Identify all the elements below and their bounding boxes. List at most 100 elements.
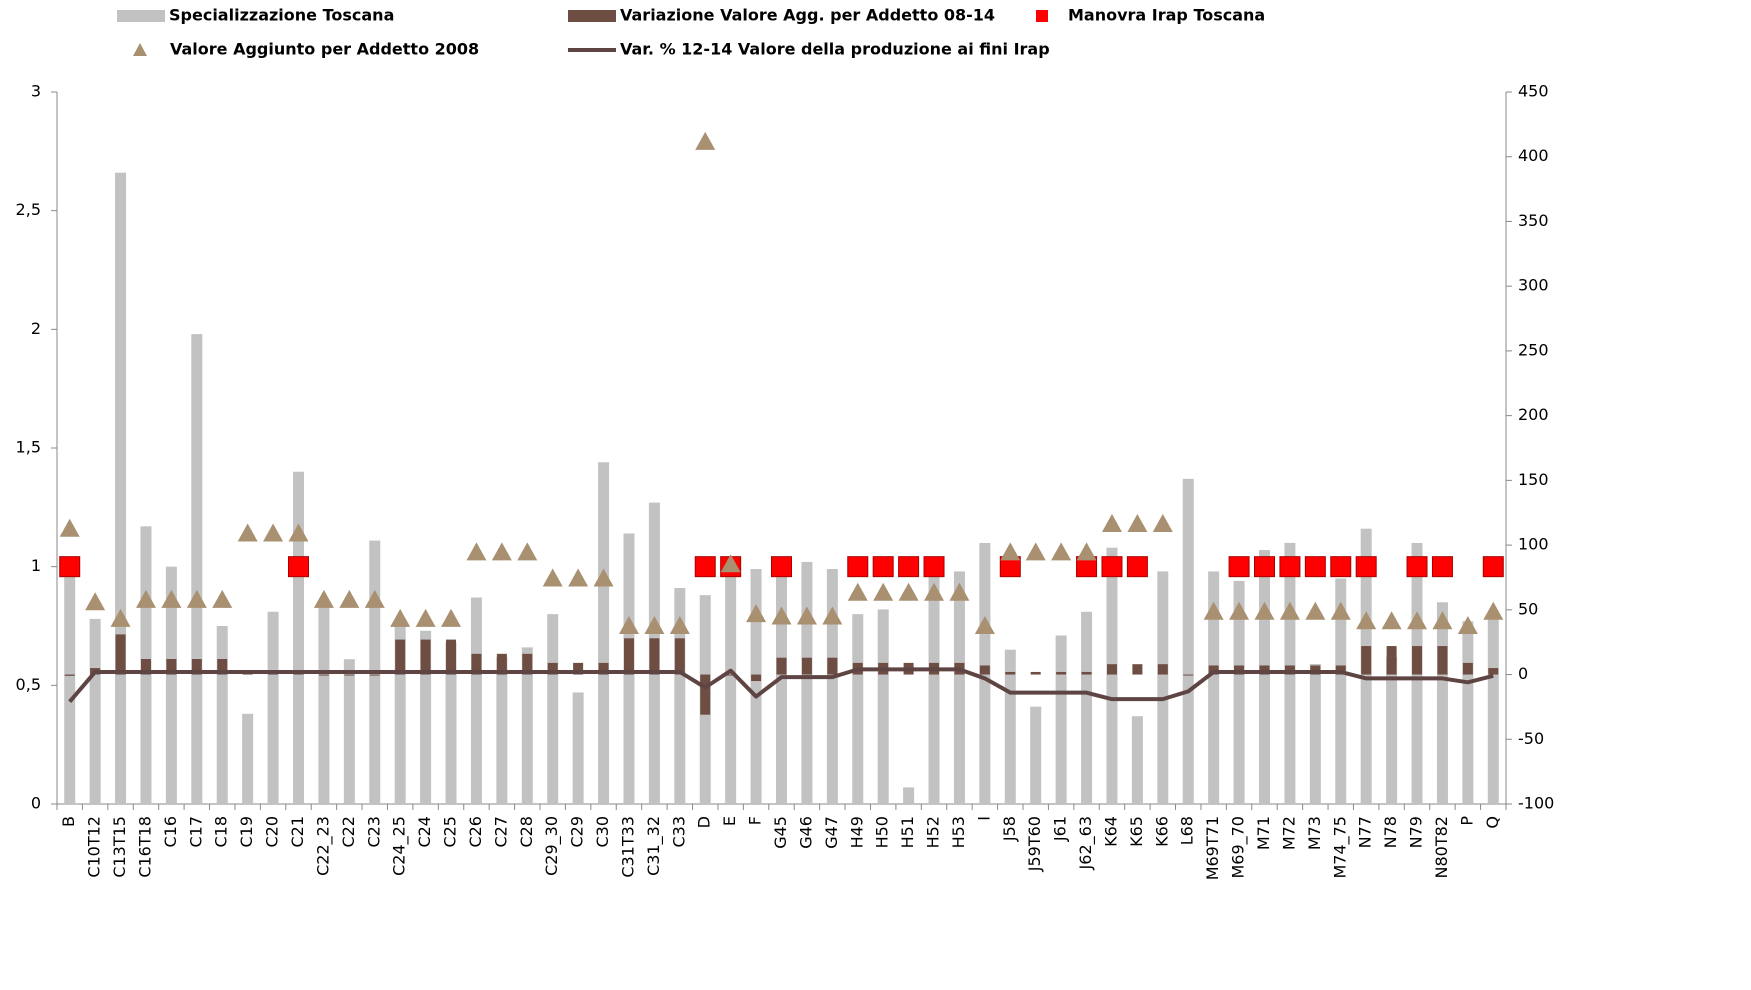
triangle-marker [517, 542, 538, 561]
bar [547, 662, 558, 675]
square-marker [872, 556, 894, 578]
bar [1436, 602, 1448, 804]
triangle-marker [110, 608, 131, 627]
bar [521, 647, 533, 804]
bar [1081, 611, 1093, 804]
bar [344, 674, 355, 676]
bar [217, 659, 228, 675]
x-tick-label: M73 [1305, 816, 1324, 850]
bar [1386, 656, 1398, 804]
triangle-marker [1000, 542, 1021, 561]
square-marker [1126, 556, 1148, 578]
x-tick-label: G47 [822, 816, 841, 849]
x-tick-label: K66 [1152, 816, 1171, 847]
legend-label: Var. % 12-14 Valore della produzione ai … [620, 40, 1050, 59]
bar [751, 674, 762, 682]
bar [1106, 547, 1118, 804]
x-tick-label: C22 [339, 816, 358, 848]
y2-tick-label: -50 [1518, 729, 1544, 748]
bar [953, 571, 965, 804]
triangle-marker [1279, 601, 1300, 620]
bar [165, 566, 177, 804]
bar [293, 471, 304, 804]
square-marker [847, 556, 869, 578]
triangle-marker [1457, 616, 1478, 634]
y-tick-label: 0 [31, 794, 41, 813]
square-marker [1304, 556, 1326, 578]
bar [1462, 662, 1473, 675]
square-marker [1101, 556, 1123, 578]
y2-tick-label: -100 [1518, 794, 1554, 813]
triangle-marker [135, 589, 156, 608]
triangle-marker [212, 589, 233, 608]
triangle-marker [313, 589, 334, 608]
triangle-marker [288, 523, 309, 542]
x-tick-label: F [746, 816, 765, 825]
bar [1055, 635, 1067, 804]
triangle-marker [771, 606, 792, 625]
triangle-marker [263, 523, 284, 542]
x-tick-label: C24_25 [390, 816, 410, 876]
triangle-marker [924, 582, 945, 601]
x-tick-label: C24 [415, 816, 434, 848]
y2-tick-label: 450 [1518, 82, 1549, 101]
x-tick-label: D [695, 816, 714, 828]
bar [852, 614, 864, 804]
square-marker [1431, 556, 1453, 578]
bar [522, 653, 533, 675]
square-marker [1330, 556, 1352, 578]
bar [776, 571, 787, 804]
bar [826, 569, 838, 804]
x-tick-label: C18 [212, 816, 231, 848]
triangle-marker [59, 518, 80, 537]
triangle-marker [669, 616, 690, 634]
triangle-marker [415, 608, 436, 627]
bar [191, 334, 203, 804]
bar [496, 653, 507, 675]
bar [1005, 671, 1016, 675]
x-tick-label: N78 [1381, 816, 1400, 848]
legend-swatch [133, 43, 147, 56]
bar [140, 659, 151, 675]
bar [598, 462, 610, 804]
bar [395, 639, 406, 675]
x-tick-label: K64 [1101, 816, 1120, 847]
triangle-marker [1381, 611, 1402, 630]
square-marker [1355, 556, 1377, 578]
triangle-marker [974, 616, 995, 634]
bar [1106, 664, 1117, 675]
bar [649, 638, 660, 675]
x-tick-label: N79 [1407, 816, 1426, 848]
x-tick-label: C25 [441, 816, 460, 848]
triangle-marker [746, 604, 767, 623]
bar [572, 692, 584, 804]
x-tick-label: C30 [593, 816, 612, 848]
x-tick-label: I [974, 816, 993, 821]
bar [1183, 674, 1194, 676]
bar [1081, 671, 1092, 675]
x-tick-label: K65 [1127, 816, 1146, 847]
bar [801, 657, 812, 675]
bar [1259, 550, 1270, 804]
bar [394, 626, 406, 804]
x-tick-label: C16 [161, 816, 180, 848]
x-tick-label: C17 [186, 816, 205, 848]
square-marker [1482, 556, 1504, 578]
x-tick-label: H52 [924, 816, 943, 848]
y-tick-label: 1 [31, 556, 41, 575]
triangle-marker [1127, 513, 1148, 532]
legend-label: Valore Aggiunto per Addetto 2008 [170, 40, 479, 59]
bar [420, 630, 432, 804]
triangle-marker [161, 589, 182, 608]
bar [598, 662, 609, 675]
triangle-marker [1101, 513, 1122, 532]
triangle-marker [796, 606, 817, 625]
bar [1335, 578, 1347, 804]
bar [725, 674, 736, 676]
square-marker [923, 556, 945, 578]
bar [547, 614, 559, 804]
x-tick-label: C29 [568, 816, 587, 848]
y2-tick-label: 50 [1518, 599, 1538, 618]
y2-tick-label: 200 [1518, 405, 1549, 424]
